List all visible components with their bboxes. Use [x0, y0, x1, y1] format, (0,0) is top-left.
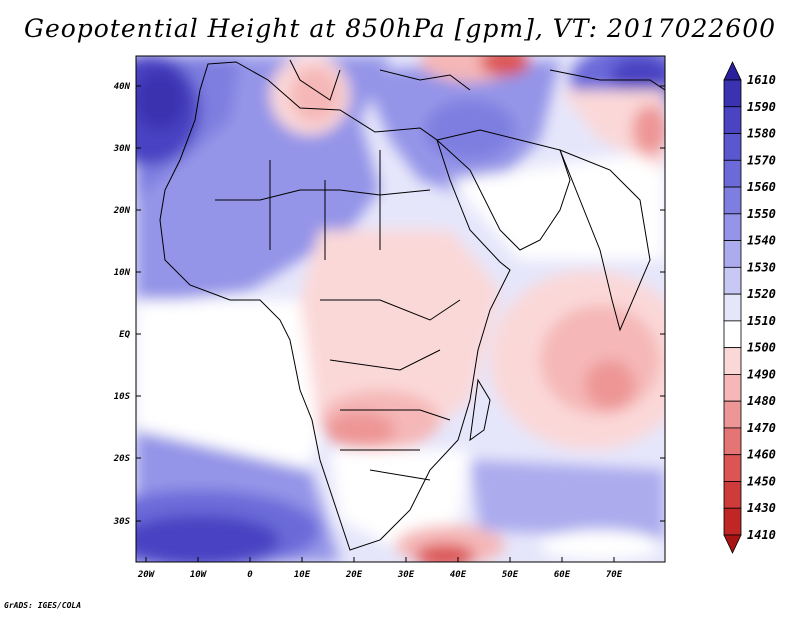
colorbar: 1610 1590 1580 1570 1560 1550 1540 1530 1520 1510… — [723, 61, 776, 554]
colorbar-label: 1550 — [747, 207, 776, 221]
lon-label: 70E — [606, 570, 623, 580]
height-field — [136, 56, 665, 562]
lon-label: 50E — [502, 570, 519, 580]
lat-label: 20S — [113, 454, 131, 464]
grads-credit: GrADS: IGES/COLA — [4, 601, 82, 610]
colorbar-swatch — [723, 186, 742, 215]
lat-label: 10N — [114, 268, 131, 278]
colorbar-swatch — [723, 347, 742, 375]
colorbar-swatch — [723, 79, 742, 108]
colorbar-cap-top — [723, 61, 742, 81]
colorbar-swatch — [723, 374, 742, 402]
colorbar-cap-bottom — [723, 534, 742, 554]
colorbar-label: 1540 — [747, 234, 776, 248]
colorbar-swatch — [723, 320, 742, 349]
colorbar-label: 1410 — [747, 528, 776, 542]
lon-labels: 20W 10W 0 10E 20E 30E 40E 50E 60E 70E — [137, 570, 623, 580]
lat-label: EQ — [119, 330, 130, 340]
lat-label: 20N — [113, 206, 131, 216]
lon-label: 40E — [450, 570, 467, 580]
lat-label: 10S — [114, 392, 131, 402]
map-frame — [135, 55, 666, 563]
coastlines — [159, 59, 665, 551]
lon-label: 60E — [554, 570, 571, 580]
colorbar-label: 1460 — [747, 448, 776, 462]
colorbar-swatch — [723, 213, 742, 241]
lon-label: 30E — [397, 570, 415, 580]
lon-label: 20E — [345, 570, 363, 580]
lat-label: 40N — [114, 82, 131, 92]
colorbar-label: 1500 — [747, 341, 776, 355]
lon-label: 0 — [247, 570, 253, 580]
colorbar-swatch — [723, 106, 742, 134]
colorbar-label: 1580 — [747, 127, 776, 141]
map-title: Geopotential Height at 850hPa [gpm], VT:… — [23, 14, 777, 43]
colorbar-swatch — [723, 400, 742, 429]
lon-label: 10E — [294, 570, 311, 580]
lat-label: 30N — [113, 144, 131, 154]
colorbar-label: 1560 — [747, 180, 776, 194]
colorbar-label: 1590 — [747, 100, 776, 114]
colorbar-swatch — [723, 454, 742, 482]
colorbar-swatch — [723, 507, 742, 536]
colorbar-label: 1490 — [747, 367, 776, 381]
colorbar-swatch — [723, 293, 742, 322]
colorbar-label: 1470 — [747, 421, 776, 435]
lat-labels: 40N 30N 20N 10N EQ 10S 20S 30S — [113, 82, 131, 527]
colorbar-label: 1530 — [747, 260, 776, 274]
colorbar-label: 1450 — [747, 474, 776, 488]
colorbar-swatch — [723, 266, 742, 295]
colorbar-swatch — [723, 240, 742, 268]
lon-label: 10W — [190, 570, 208, 580]
colorbar-label: 1480 — [747, 394, 776, 408]
colorbar-swatch — [723, 133, 742, 161]
colorbar-label: 1520 — [747, 287, 776, 301]
colorbar-swatch — [723, 159, 742, 188]
lat-label: 30S — [113, 517, 131, 527]
colorbar-label: 1610 — [747, 73, 776, 87]
colorbar-label: 1510 — [747, 314, 776, 328]
lon-ticks — [145, 557, 615, 562]
lat-ticks — [136, 85, 665, 522]
colorbar-swatch — [723, 427, 742, 456]
colorbar-label: 1430 — [747, 501, 776, 515]
lon-label: 20W — [137, 570, 156, 580]
colorbar-swatch — [723, 481, 742, 509]
colorbar-label: 1570 — [747, 153, 776, 167]
